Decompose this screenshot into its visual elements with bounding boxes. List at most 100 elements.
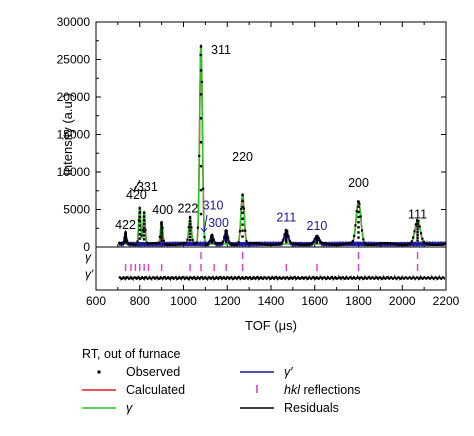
observed-point <box>345 242 348 245</box>
x-tick-label: 800 <box>130 294 150 308</box>
observed-point <box>342 243 345 246</box>
observed-point <box>333 243 336 246</box>
observed-point <box>217 242 221 245</box>
peak-label: 200 <box>348 176 369 190</box>
observed-point <box>259 242 263 245</box>
observed-point <box>405 243 408 246</box>
observed-point <box>363 242 366 245</box>
observed-point <box>357 220 360 224</box>
observed-point <box>136 240 139 243</box>
observed-point <box>237 241 240 244</box>
observed-point <box>395 243 398 246</box>
observed-point <box>199 141 203 144</box>
peak-label: 211 <box>276 211 296 225</box>
legend-item-residuals: Residuals <box>240 401 339 415</box>
observed-point <box>313 238 316 241</box>
observed-point <box>293 242 297 246</box>
peak-label: 311 <box>211 43 231 57</box>
observed-point <box>170 243 173 246</box>
observed-point <box>350 241 353 244</box>
observed-point <box>251 242 255 245</box>
observed-point <box>241 193 244 197</box>
observed-point <box>140 234 143 237</box>
observed-point <box>283 233 286 236</box>
observed-point <box>178 242 181 246</box>
observed-point <box>346 242 349 245</box>
observed-point <box>416 233 419 237</box>
observed-point <box>156 242 159 245</box>
observed-point <box>160 229 163 232</box>
observed-point <box>426 242 429 246</box>
observed-point <box>230 243 234 246</box>
observed-point <box>164 243 167 246</box>
observed-point <box>360 229 364 232</box>
observed-point <box>297 243 301 246</box>
observed-point <box>188 229 192 232</box>
observed-point <box>357 205 360 209</box>
observed-point <box>285 240 288 244</box>
observed-point <box>404 243 407 246</box>
observed-point <box>357 226 360 229</box>
observed-point <box>236 243 239 246</box>
observed-point <box>376 242 379 246</box>
arrow-310 <box>203 214 208 233</box>
observed-point <box>328 243 331 246</box>
observed-point <box>124 231 127 235</box>
y-axis-label: Intensity (a.u.) <box>60 93 75 175</box>
observed-point <box>241 235 244 238</box>
observed-point <box>269 243 272 246</box>
observed-point <box>141 229 144 232</box>
observed-point <box>332 243 335 246</box>
observed-point <box>295 243 298 246</box>
observed-point <box>233 243 236 246</box>
observed-point <box>224 231 228 234</box>
observed-point <box>324 242 327 245</box>
observed-point <box>418 225 421 228</box>
observed-point <box>278 242 281 245</box>
x-tick-label: 1000 <box>170 294 197 308</box>
observed-point <box>154 242 158 245</box>
observed-point <box>220 241 223 245</box>
y-tick-label: 15000 <box>57 128 91 142</box>
observed-point <box>301 243 305 246</box>
observed-point <box>208 240 211 243</box>
observed-point <box>410 240 413 243</box>
y-tick-label: 10000 <box>57 165 91 179</box>
observed-point <box>362 238 365 241</box>
observed-point <box>199 69 203 72</box>
observed-point <box>190 226 193 229</box>
observed-point <box>241 199 244 203</box>
observed-point <box>242 207 245 210</box>
hkl-row-label-gamma-prime: γ′ <box>85 267 94 281</box>
observed-point <box>396 243 399 246</box>
observed-point <box>285 232 288 236</box>
peak-label: 210 <box>307 219 328 233</box>
observed-point <box>241 217 244 220</box>
x-tick-label: 1600 <box>301 294 328 308</box>
observed-point <box>326 242 329 246</box>
observed-point <box>389 242 392 245</box>
observed-point <box>253 242 256 245</box>
observed-point <box>275 243 278 246</box>
observed-point <box>240 207 243 211</box>
peak-label: 111 <box>408 208 427 222</box>
observed-point <box>438 243 441 246</box>
legend-label: Calculated <box>126 383 185 397</box>
observed-point <box>199 53 202 57</box>
observed-point <box>162 239 165 242</box>
observed-point <box>433 243 436 246</box>
observed-point <box>207 243 210 246</box>
observed-point <box>138 233 141 236</box>
observed-point <box>142 238 146 241</box>
observed-point <box>299 243 302 246</box>
legend-item-gamma-prime: γ′ <box>240 365 293 379</box>
observed-point <box>383 242 386 245</box>
observed-point <box>267 243 270 246</box>
x-tick-label: 2200 <box>433 294 460 308</box>
observed-point <box>398 243 402 246</box>
observed-point <box>232 243 235 246</box>
observed-point <box>292 242 295 245</box>
observed-point <box>125 239 129 242</box>
observed-point <box>124 233 127 236</box>
observed-point <box>248 242 251 245</box>
